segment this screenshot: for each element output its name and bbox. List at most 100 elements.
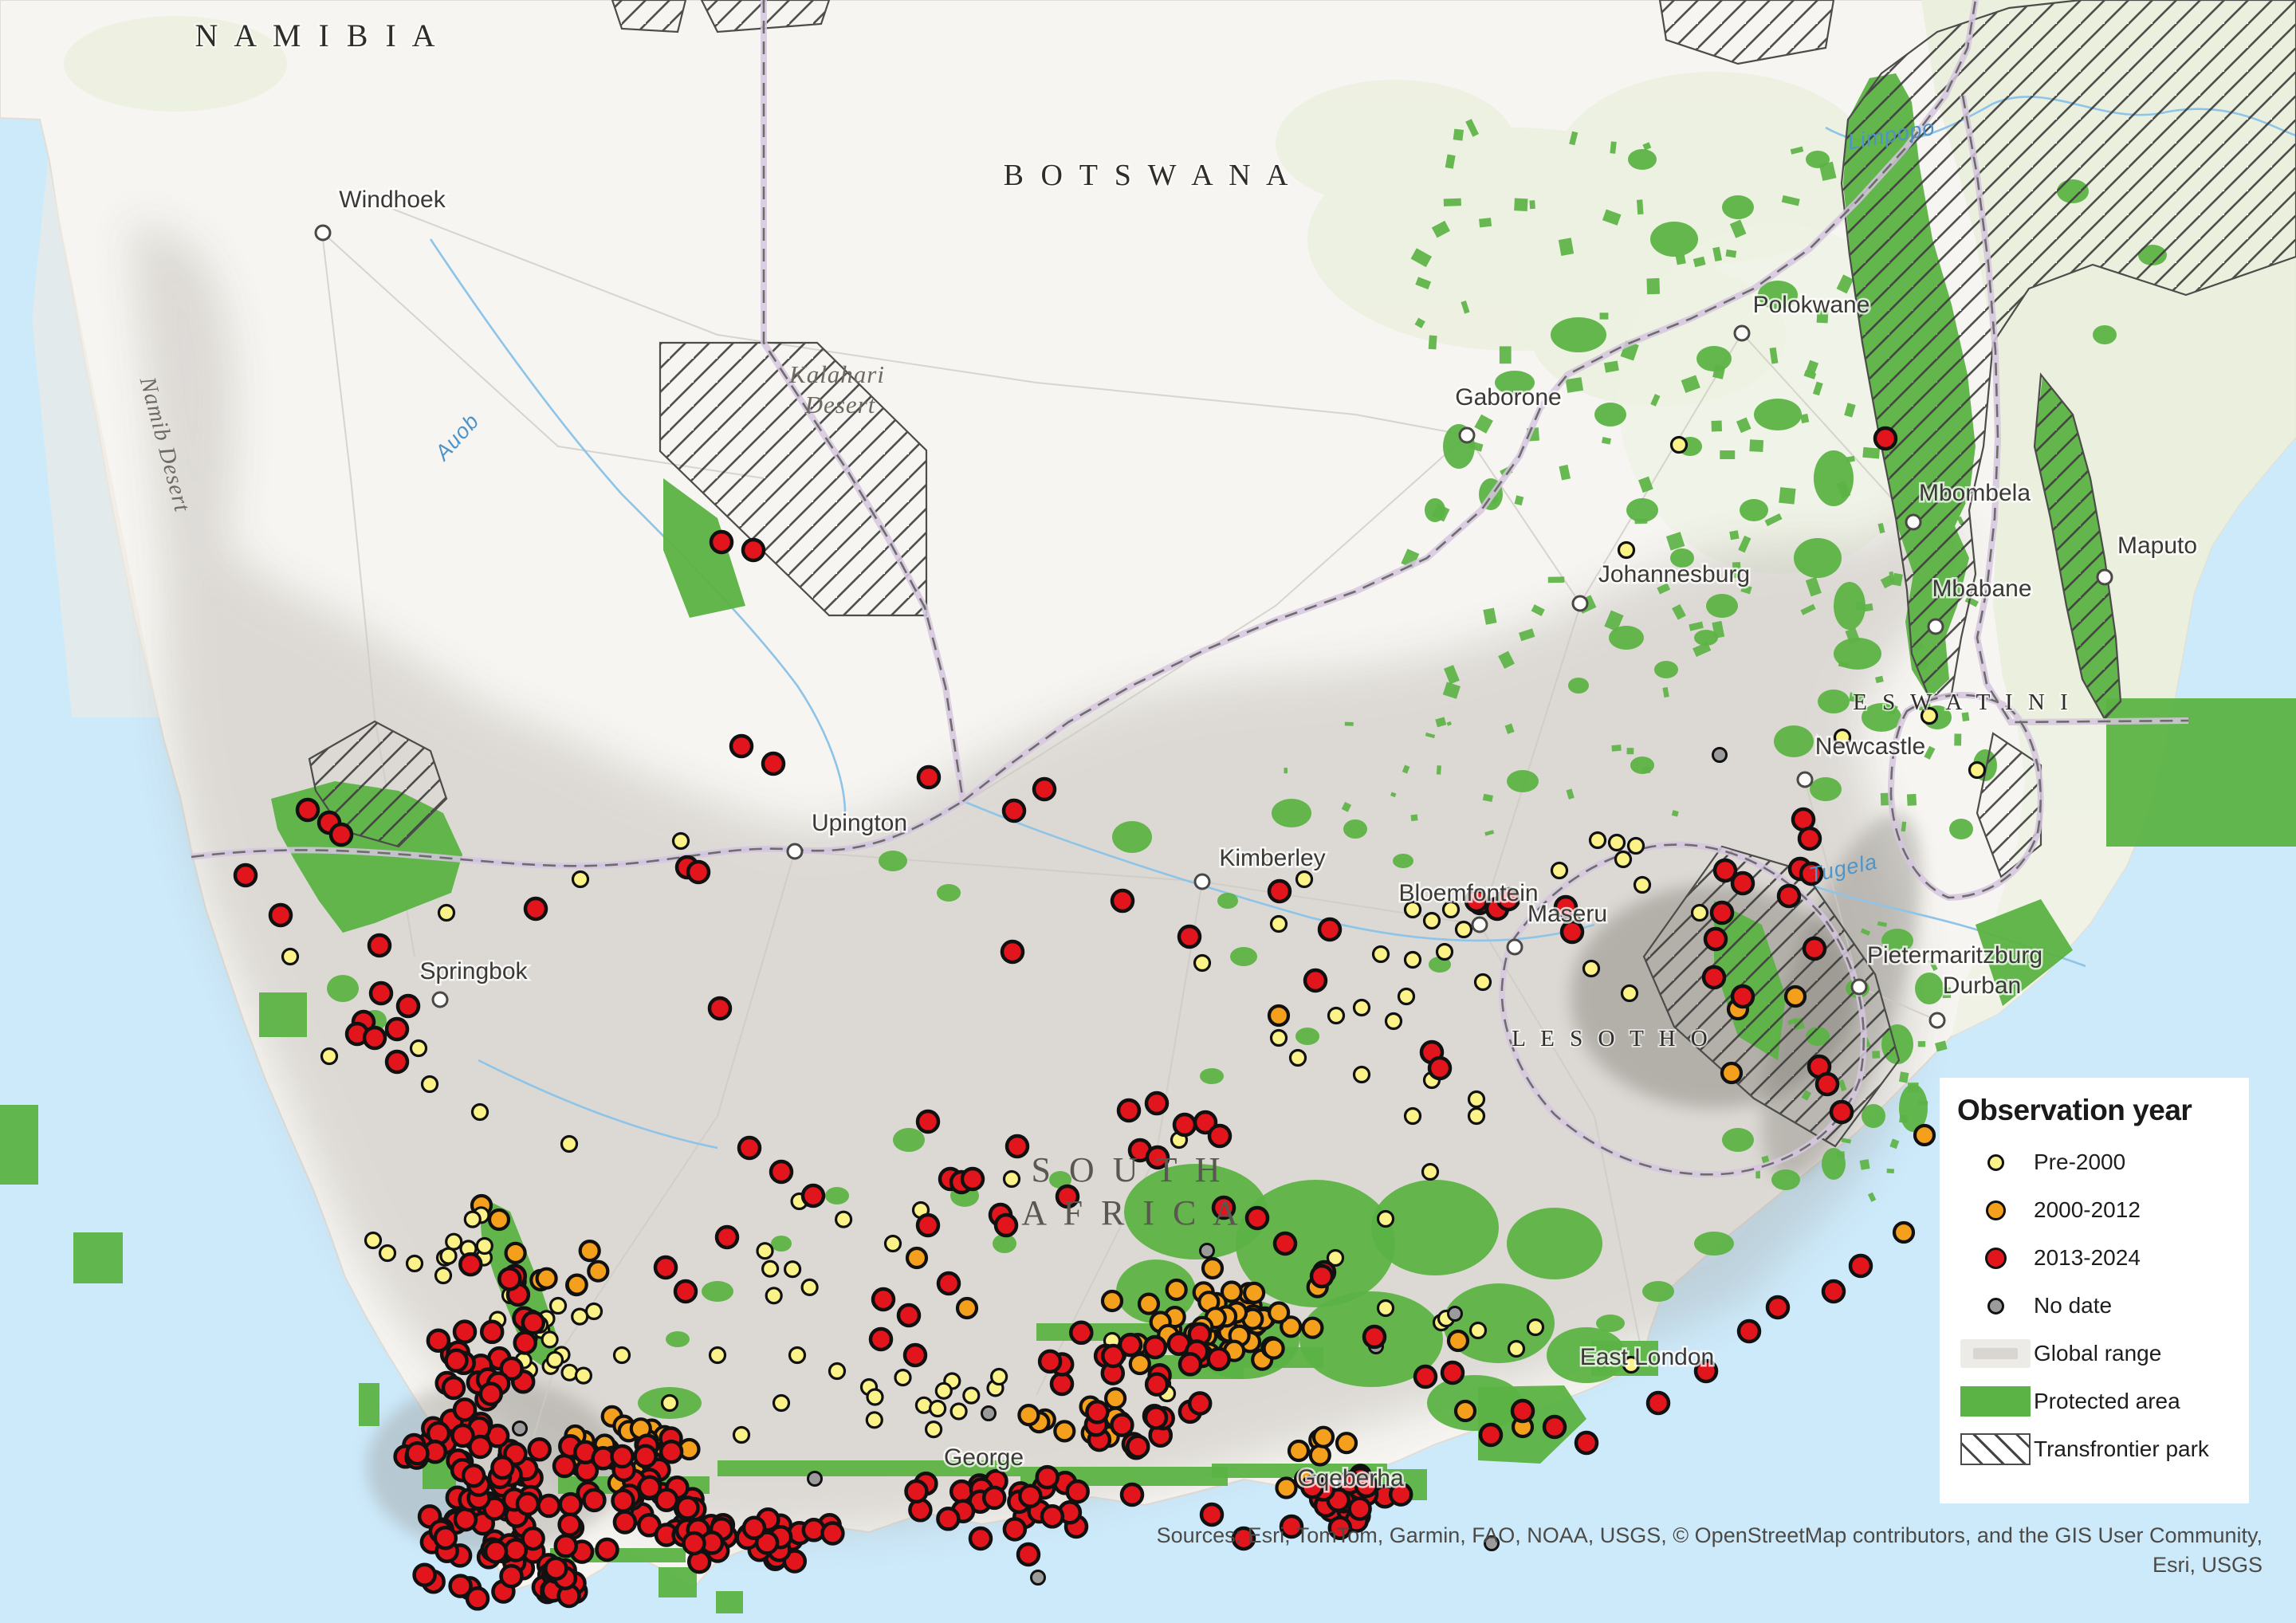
observation-dot-red: [448, 1574, 473, 1598]
observation-dot-red: [1478, 1422, 1504, 1448]
observation-dot-red: [1055, 1184, 1080, 1209]
observation-dot-yellow: [1582, 959, 1601, 978]
observation-dot-red: [499, 1356, 524, 1381]
legend-item-no-date: No date: [1957, 1282, 2249, 1330]
observation-dot-red: [395, 993, 421, 1019]
city-label-mbabane: Mbabane: [1932, 576, 2031, 602]
city-marker-maputo: [2096, 568, 2113, 586]
geo-label: Kalahari: [788, 360, 885, 388]
observation-dot-red: [729, 733, 754, 759]
geo-label: S O U T H: [1031, 1150, 1225, 1189]
observation-dot-red: [915, 1109, 941, 1134]
legend-item-label: Protected area: [2034, 1389, 2180, 1413]
legend-item-transfrontier-park: Transfrontier park: [1957, 1425, 2249, 1473]
observation-dot-red: [1765, 1295, 1791, 1320]
observation-dot-red: [1172, 1112, 1197, 1138]
observation-dot-yellow: [1690, 903, 1709, 922]
observation-dot-red: [453, 1507, 478, 1532]
observation-dot-red: [1199, 1502, 1225, 1527]
observation-dot-red: [1829, 1099, 1854, 1125]
observation-dot-orange: [1267, 1301, 1291, 1324]
attribution-line2: Esri, USGS: [2152, 1553, 2263, 1577]
observation-dot-orange: [587, 1259, 610, 1283]
observation-dot-red: [1143, 1405, 1169, 1430]
observation-dot-red: [611, 1488, 635, 1513]
observation-dot-yellow: [560, 1134, 579, 1153]
observation-dot-orange: [1137, 1292, 1161, 1315]
observation-dot-red: [452, 1397, 478, 1422]
observation-dot-orange: [1103, 1387, 1127, 1410]
observation-dot-yellow: [708, 1346, 727, 1365]
observation-dot-red: [1018, 1483, 1043, 1508]
observation-dot-red: [1101, 1343, 1126, 1369]
observation-dot-red: [1730, 984, 1755, 1009]
observation-dot-red: [1848, 1253, 1873, 1279]
observation-dot-yellow: [1403, 900, 1422, 919]
observation-dot-yellow: [541, 1330, 559, 1349]
attribution-line1: Sources: Esri, TomTom, Garmin, FAO, NOAA…: [1156, 1523, 2263, 1547]
observation-dot-red: [936, 1507, 961, 1531]
legend-swatch-dot-red: [1984, 1247, 2007, 1269]
observation-dot-yellow: [828, 1362, 847, 1381]
observation-dot-red: [405, 1440, 430, 1466]
observation-dot-yellow: [1968, 760, 1987, 780]
observation-dot-yellow: [545, 1350, 564, 1370]
legend-swatch-dot-gray: [1987, 1297, 2004, 1315]
observation-dot-yellow: [1617, 540, 1636, 560]
observation-dot-yellow: [761, 1259, 780, 1278]
city-marker-mbombela: [1905, 513, 1922, 531]
observation-dot-red: [328, 822, 354, 847]
observation-dot-red: [1802, 936, 1827, 961]
observation-dot-orange: [1275, 1476, 1298, 1499]
observation-dot-yellow: [434, 1266, 453, 1285]
observation-dot-red: [960, 1166, 985, 1192]
observation-dot-orange: [1220, 1280, 1244, 1303]
legend-item-2000-2012: 2000-2012: [1957, 1186, 2249, 1234]
observation-dot-red: [441, 1375, 466, 1401]
observation-dot-yellow: [756, 1242, 774, 1260]
observation-dot-red: [673, 1279, 698, 1304]
observation-dot-red: [1032, 776, 1057, 802]
city-marker-springbok: [431, 991, 449, 1008]
observation-dot-red: [1559, 919, 1585, 945]
observation-dot-red: [523, 896, 548, 922]
observation-dot-orange: [1720, 1061, 1744, 1085]
observation-dot-yellow: [772, 1393, 791, 1413]
observation-dot-yellow: [800, 1278, 819, 1297]
city-label-east-london: East London: [1580, 1344, 1714, 1370]
observation-dot-red: [1000, 939, 1025, 965]
observation-dot-red: [916, 764, 942, 790]
transfrontier-parks-layer: [308, 0, 2296, 1148]
observation-dot-red: [1177, 924, 1202, 949]
observation-dot-red: [1065, 1479, 1090, 1504]
observation-dot-orange: [1301, 1316, 1324, 1339]
observation-dot-red: [483, 1539, 509, 1564]
observation-dot-red: [868, 1326, 894, 1352]
observation-dot-red: [367, 933, 392, 958]
observation-dot-red: [499, 1563, 524, 1589]
observation-dot-yellow: [1468, 1321, 1488, 1340]
observation-dot-orange: [504, 1241, 527, 1265]
observation-dot-red: [479, 1319, 505, 1345]
city-marker-kimberley: [1193, 873, 1211, 890]
observation-dot-red: [1187, 1391, 1213, 1416]
observation-dot-red: [1309, 1263, 1335, 1289]
city-marker-durban: [1928, 1012, 1946, 1029]
city-marker-mbabane: [1927, 618, 1944, 635]
observation-dot-gray: [1484, 1535, 1500, 1551]
observation-dot-red: [557, 1512, 582, 1537]
observation-dot-yellow: [405, 1254, 424, 1273]
observation-dot-orange: [1017, 1403, 1040, 1427]
observation-dot-yellow: [989, 1367, 1008, 1386]
observation-dot-yellow: [783, 1260, 802, 1279]
observation-dot-yellow: [1526, 1318, 1545, 1337]
observation-dot-red: [800, 1183, 826, 1208]
geo-label: E S W A T I N I: [1853, 690, 2073, 715]
geo-label: N A M I B I A: [195, 18, 440, 53]
observation-dot-red: [412, 1562, 437, 1587]
legend-swatch-transfrontier-park: [1960, 1433, 2031, 1465]
observation-dot-yellow: [1467, 1106, 1486, 1126]
observation-dot-yellow: [865, 1411, 883, 1429]
observation-dot-yellow: [1384, 1012, 1403, 1031]
